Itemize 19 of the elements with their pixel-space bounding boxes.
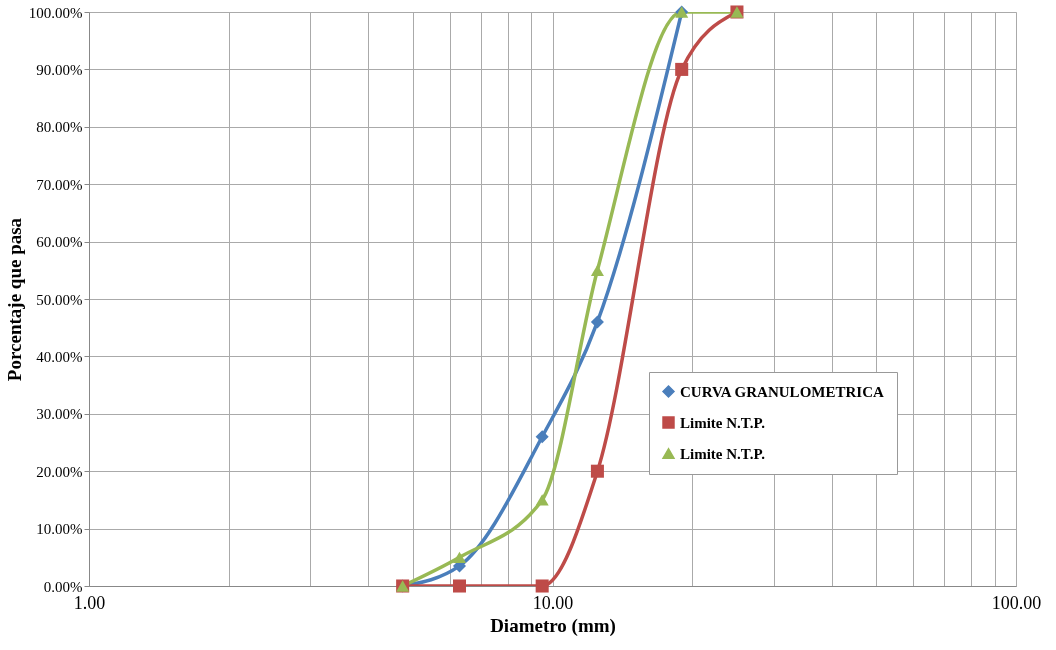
- x-tick-label: 100.00: [991, 592, 1042, 613]
- y-tick-label: 70.00%: [36, 176, 83, 193]
- legend-label: Limite N.T.P.: [680, 445, 766, 462]
- x-axis-title: Diametro (mm): [490, 614, 616, 637]
- y-axis-title: Porcentaje que pasa: [3, 217, 25, 382]
- x-tick-label: 1.00: [73, 592, 106, 613]
- y-tick-label: 30.00%: [36, 406, 83, 423]
- y-tick-label: 90.00%: [36, 61, 83, 78]
- y-tick-label: 20.00%: [36, 463, 83, 480]
- y-tick-label: 100.00%: [28, 4, 83, 21]
- y-tick-label: 0.00%: [43, 578, 83, 595]
- y-tick-label: 50.00%: [36, 291, 83, 308]
- x-tick-label: 10.00: [532, 592, 574, 613]
- y-tick-label: 40.00%: [36, 348, 83, 365]
- legend-label: CURVA GRANULOMETRICA: [680, 383, 884, 400]
- legend-label: Limite N.T.P.: [680, 414, 766, 431]
- y-tick-label: 10.00%: [36, 521, 83, 538]
- y-tick-label: 60.00%: [36, 234, 83, 251]
- y-tick-label: 80.00%: [36, 119, 83, 136]
